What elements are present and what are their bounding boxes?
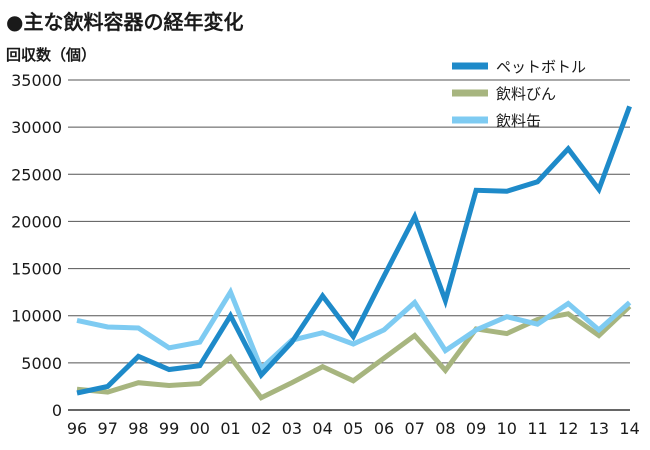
x-tick-label: 12 (558, 419, 578, 438)
y-tick-label: 0 (52, 401, 62, 420)
x-tick-label: 00 (190, 419, 210, 438)
series-lines (76, 105, 632, 401)
y-tick-label: 5000 (21, 354, 62, 373)
x-tick-label: 11 (527, 419, 547, 438)
x-tick-label: 08 (435, 419, 455, 438)
x-tick-label: 98 (128, 419, 148, 438)
x-tick-label: 06 (374, 419, 394, 438)
legend-label: 飲料缶 (496, 112, 541, 130)
x-tick-label: 05 (343, 419, 363, 438)
y-tick-label: 10000 (11, 307, 62, 326)
legend-label: ペットボトル (496, 58, 586, 76)
series-line (76, 105, 632, 396)
x-tick-label: 99 (159, 419, 179, 438)
x-tick-labels: 96 97 98 99 00 01 02 03 04 05 06 07 08 09 10 11 12 13 14 (67, 419, 640, 438)
series-line (76, 286, 632, 373)
x-tick-label: 10 (497, 419, 517, 438)
y-tick-labels: 0 5000 10000 15000 20000 25000 30000 35000 (11, 71, 62, 420)
x-tick-label: 97 (98, 419, 118, 438)
x-tick-label: 13 (589, 419, 609, 438)
x-tick-label: 04 (312, 419, 332, 438)
y-axis-label: 回収数（個） (6, 46, 97, 64)
chart-title: ●主な飲料容器の経年変化 (6, 10, 244, 34)
x-tick-label: 96 (67, 419, 87, 438)
legend-label: 飲料びん (496, 85, 556, 103)
y-tick-label: 30000 (11, 118, 62, 137)
y-tick-label: 15000 (11, 260, 62, 279)
x-tick-label: 01 (220, 419, 240, 438)
y-tick-label: 25000 (11, 165, 62, 184)
x-tick-label: 09 (466, 419, 486, 438)
x-tick-label: 03 (282, 419, 302, 438)
grid-lines (68, 79, 630, 411)
x-tick-label: 07 (405, 419, 425, 438)
x-tick-label: 02 (251, 419, 271, 438)
series-line (76, 304, 632, 401)
x-tick-label: 14 (619, 419, 639, 438)
y-tick-label: 20000 (11, 212, 62, 231)
y-tick-label: 35000 (11, 71, 62, 90)
